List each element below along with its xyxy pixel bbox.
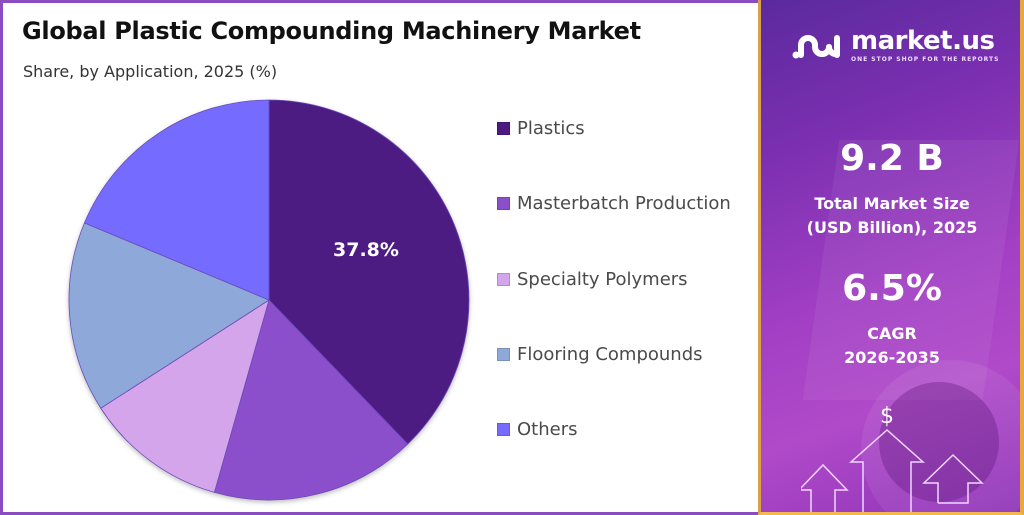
background-decoration	[879, 382, 999, 502]
cagr-value: 6.5%	[842, 268, 942, 309]
legend-label: Plastics	[517, 118, 585, 139]
legend-swatch-masterbatch	[497, 197, 510, 210]
market-us-logo-icon	[792, 34, 840, 58]
market-size-stat: 9.2 B	[761, 138, 1020, 179]
pie-slice-others	[83, 99, 270, 301]
cagr-label-line2: 2026-2035	[844, 348, 940, 367]
pie-slice-plastics	[268, 99, 470, 445]
legend-item-plastics: Plastics	[497, 118, 585, 139]
legend-label: Masterbatch Production	[517, 193, 731, 214]
legend-item-others: Others	[497, 419, 578, 440]
cagr-caption: CAGR 2026-2035	[761, 322, 1020, 370]
dollar-sign-icon: $	[880, 404, 894, 429]
legend-label: Flooring Compounds	[517, 344, 703, 365]
cagr-stat: 6.5%	[761, 268, 1020, 309]
chart-subtitle: Share, by Application, 2025 (%)	[23, 62, 278, 81]
legend-swatch-others	[497, 423, 510, 436]
market-size-caption: Total Market Size (USD Billion), 2025	[761, 192, 1020, 240]
summary-panel: market.us ONE STOP SHOP FOR THE REPORTS …	[758, 0, 1024, 515]
pie-svg	[68, 99, 470, 501]
logo-tagline: ONE STOP SHOP FOR THE REPORTS	[851, 56, 1000, 63]
legend-label: Specialty Polymers	[517, 269, 688, 290]
chart-title: Global Plastic Compounding Machinery Mar…	[22, 17, 641, 45]
pie-slice-flooring-compounds	[68, 222, 270, 409]
legend-swatch-plastics	[497, 122, 510, 135]
pie-slice-specialty-polymers	[100, 299, 270, 493]
logo-wordmark: market.us	[851, 26, 995, 56]
pie-chart: 37.8%	[65, 96, 475, 506]
growth-arrows-icon: $	[801, 404, 984, 512]
legend-swatch-flooring	[497, 348, 510, 361]
cagr-label-line1: CAGR	[867, 324, 917, 343]
market-size-value: 9.2 B	[840, 138, 944, 179]
legend-item-flooring-compounds: Flooring Compounds	[497, 344, 703, 365]
legend-item-specialty-polymers: Specialty Polymers	[497, 269, 688, 290]
chart-panel: Global Plastic Compounding Machinery Mar…	[0, 0, 758, 515]
market-size-label-line1: Total Market Size	[814, 194, 970, 213]
legend-item-masterbatch-production: Masterbatch Production	[497, 193, 731, 214]
pie-slice-masterbatch-production	[213, 299, 409, 501]
pie-slice-label-plastics: 37.8%	[333, 239, 399, 261]
background-decoration	[861, 360, 1020, 512]
brand-logo: market.us ONE STOP SHOP FOR THE REPORTS	[791, 28, 999, 63]
market-size-label-line2: (USD Billion), 2025	[806, 218, 978, 237]
legend-swatch-specialty	[497, 273, 510, 286]
legend-label: Others	[517, 419, 578, 440]
